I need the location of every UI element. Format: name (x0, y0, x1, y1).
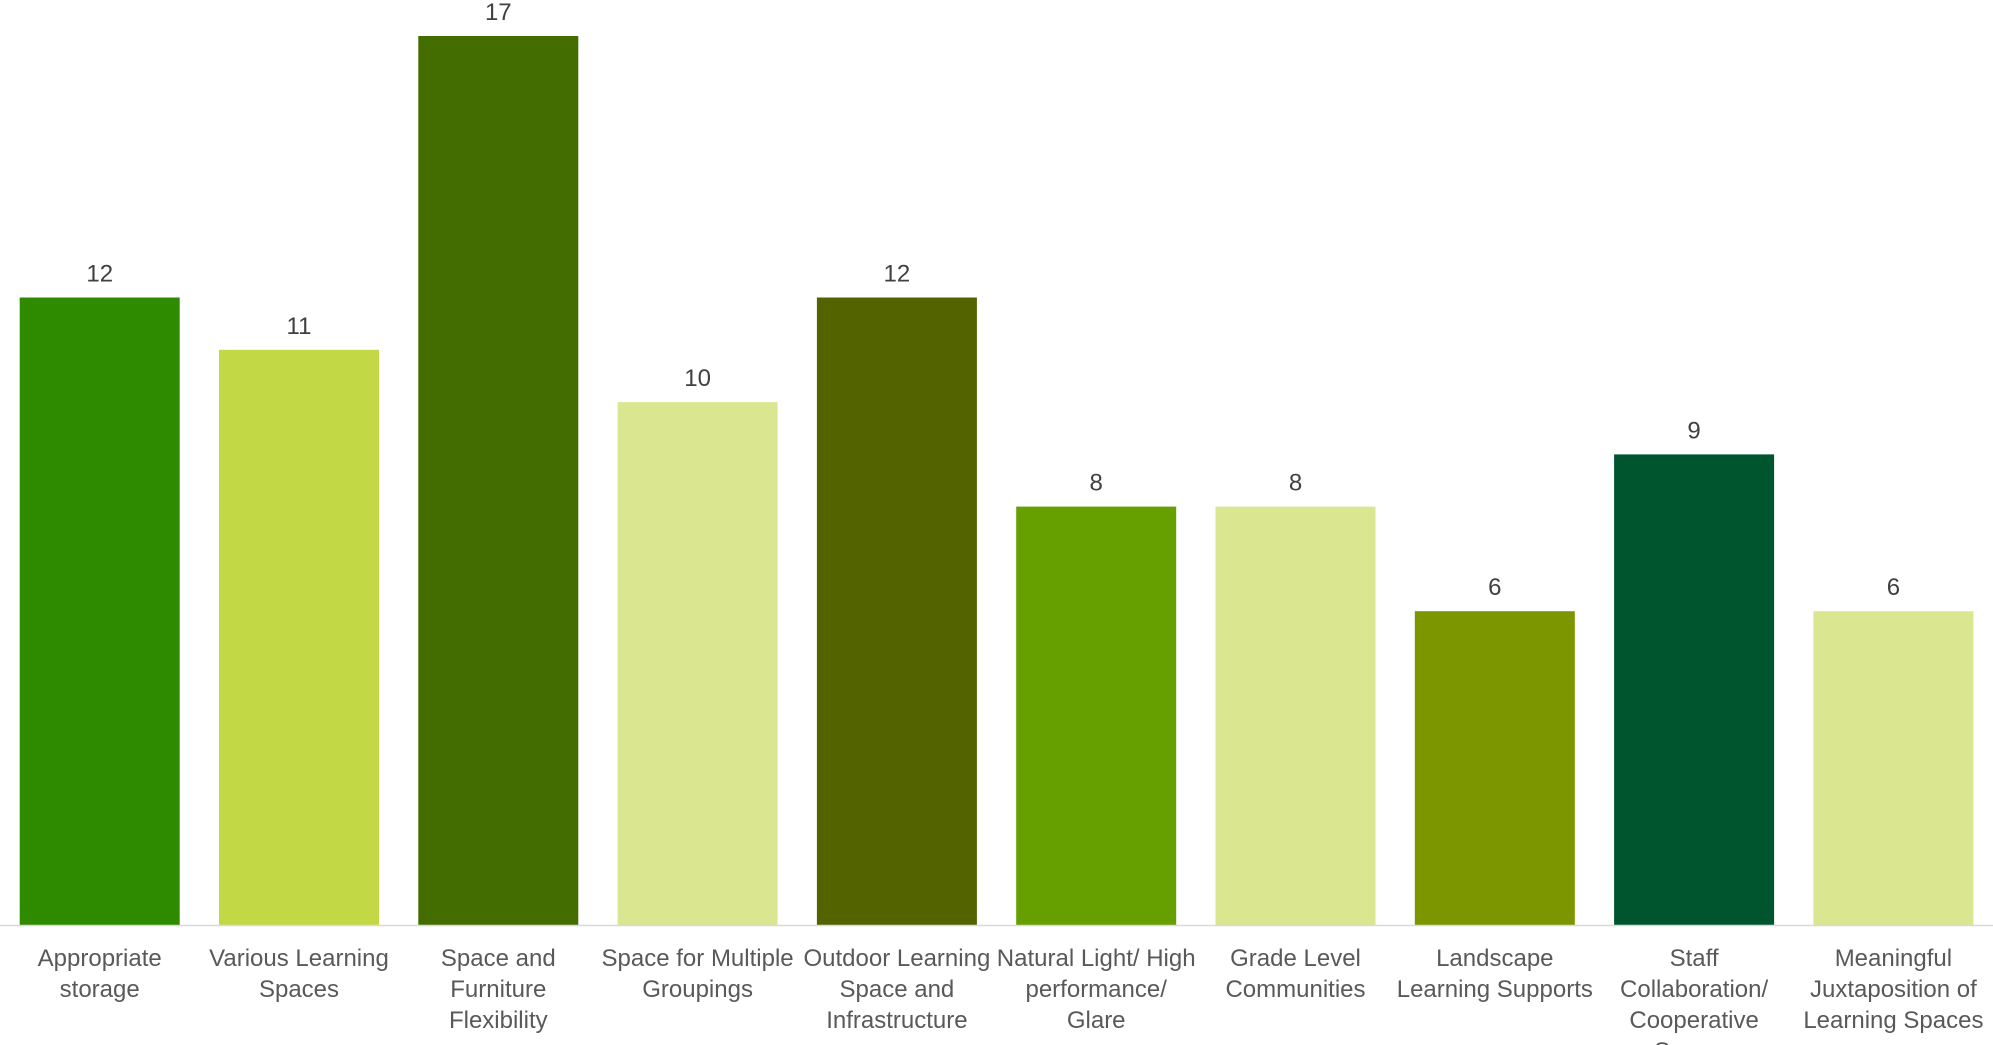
bars (19, 36, 1974, 926)
category-tick-label: Various Learning Spaces (209, 945, 389, 1003)
bar (219, 349, 379, 925)
category-tick-label-line: Space and (840, 976, 955, 1003)
category-tick-labels: Appropriate storage Various Learning Spaces… (38, 945, 1984, 1045)
bar (1614, 454, 1775, 925)
bar (418, 36, 579, 925)
category-tick-label: Outdoor Learning Space and Infrastructure (804, 945, 991, 1034)
bar-value-label: 12 (884, 261, 911, 288)
bar-value-label: 9 (1687, 417, 1700, 444)
category-tick-label-line: Natural Light/ High (997, 945, 1196, 972)
category-tick-label-line: Appropriate (38, 945, 162, 972)
bar (1016, 506, 1177, 925)
category-tick-label-line: Various Learning (209, 945, 389, 972)
bar (19, 297, 180, 925)
category-tick-label-line: Landscape (1436, 945, 1553, 972)
bar (617, 402, 778, 926)
bar-value-label: 10 (684, 365, 711, 392)
category-tick-label-line: Cooperative (1629, 1007, 1758, 1034)
bar (1215, 506, 1376, 925)
bar (816, 297, 977, 925)
category-tick-label-line: Spaces (259, 976, 339, 1003)
category-tick-label-line: Collaboration/ (1620, 976, 1768, 1003)
category-tick-label-line: Glare (1067, 1007, 1126, 1034)
category-tick-label-line: Furniture (450, 976, 546, 1003)
category-tick-label: Appropriate storage (38, 945, 162, 1003)
category-tick-label-line: Infrastructure (826, 1007, 967, 1034)
category-tick-label-line: Groupings (642, 976, 753, 1003)
category-tick-label: Space for Multiple Groupings (602, 945, 794, 1003)
bar-value-label: 8 (1289, 470, 1302, 497)
category-tick-label-line: storage (60, 976, 140, 1003)
bar-value-label: 6 (1488, 574, 1501, 601)
category-tick-label-line: Staff (1670, 945, 1719, 972)
category-tick-label-line: Communities (1225, 976, 1365, 1003)
bar (1813, 611, 1974, 925)
bar-value-label: 8 (1090, 470, 1103, 497)
category-tick-label-line: Meaningful (1835, 945, 1952, 972)
category-tick-label-line: performance/ (1025, 976, 1167, 1003)
category-tick-label-line: Flexibility (449, 1007, 548, 1034)
bar-value-label: 12 (86, 261, 113, 288)
bar-value-label: 11 (287, 313, 312, 340)
category-tick-label-line: Spaces (1654, 1038, 1734, 1045)
category-tick-label: Natural Light/ High performance/Glare (997, 945, 1196, 1034)
category-tick-label: Meaningful Juxtaposition of Learning Space… (1803, 945, 1983, 1034)
bar-value-label: 6 (1887, 574, 1900, 601)
bar-value-label: 17 (485, 0, 512, 26)
bar (1414, 611, 1575, 925)
category-tick-label-line: Grade Level (1230, 945, 1361, 972)
category-tick-label-line: Outdoor Learning (804, 945, 991, 972)
category-tick-label-line: Learning Spaces (1803, 1007, 1983, 1034)
category-tick-label-line: Juxtaposition of (1810, 976, 1977, 1003)
data-labels: 12 11 17 10 12 8 8 6 9 6 (86, 0, 1900, 601)
category-tick-label-line: Learning Supports (1397, 976, 1593, 1003)
category-tick-label: Space and Furniture Flexibility (441, 945, 556, 1034)
category-tick-label: Staff Collaboration/Cooperative Spaces (1620, 945, 1768, 1045)
category-tick-label-line: Space and (441, 945, 556, 972)
category-tick-label: Grade Level Communities (1225, 945, 1365, 1003)
category-tick-label: Landscape Learning Supports (1397, 945, 1593, 1003)
category-tick-label-line: Space for Multiple (602, 945, 794, 972)
